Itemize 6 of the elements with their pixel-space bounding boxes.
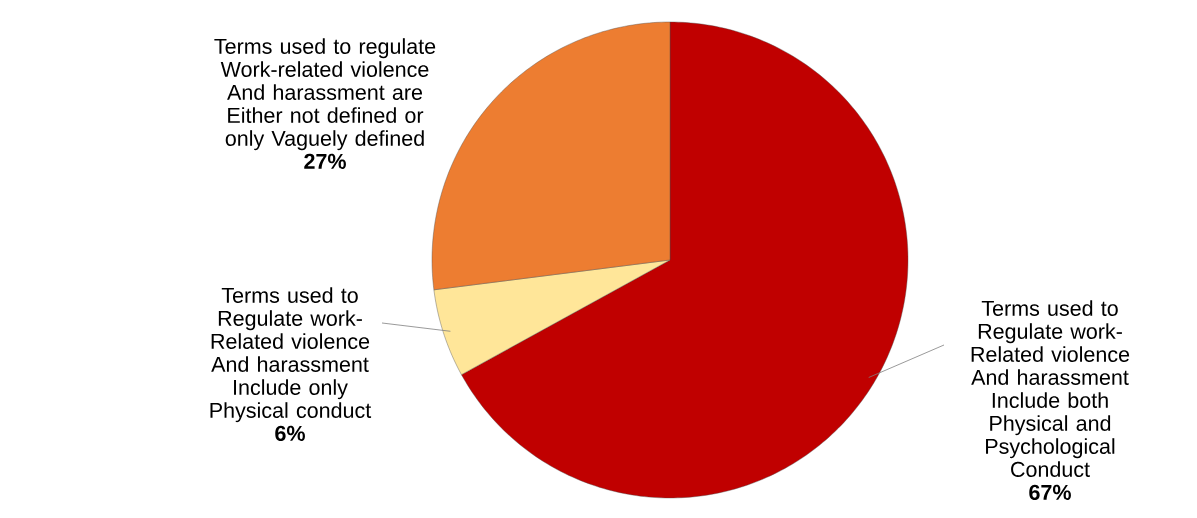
data-label: 67% xyxy=(1029,484,1071,500)
slice-label: Terms used to Regulate work-Related violence And harassment Include only Physical conduct xyxy=(210,287,372,423)
data-label: 27% xyxy=(304,153,346,169)
data-label: 6% xyxy=(275,425,305,441)
slice-label: Terms used to regulate Work-related violence And harassment are Either not defined or only Vaguely defined xyxy=(214,38,436,151)
slice-label: Terms used to Regulate work-Related violence And harassment Include both Physical and Psychological Conduct xyxy=(971,300,1130,477)
